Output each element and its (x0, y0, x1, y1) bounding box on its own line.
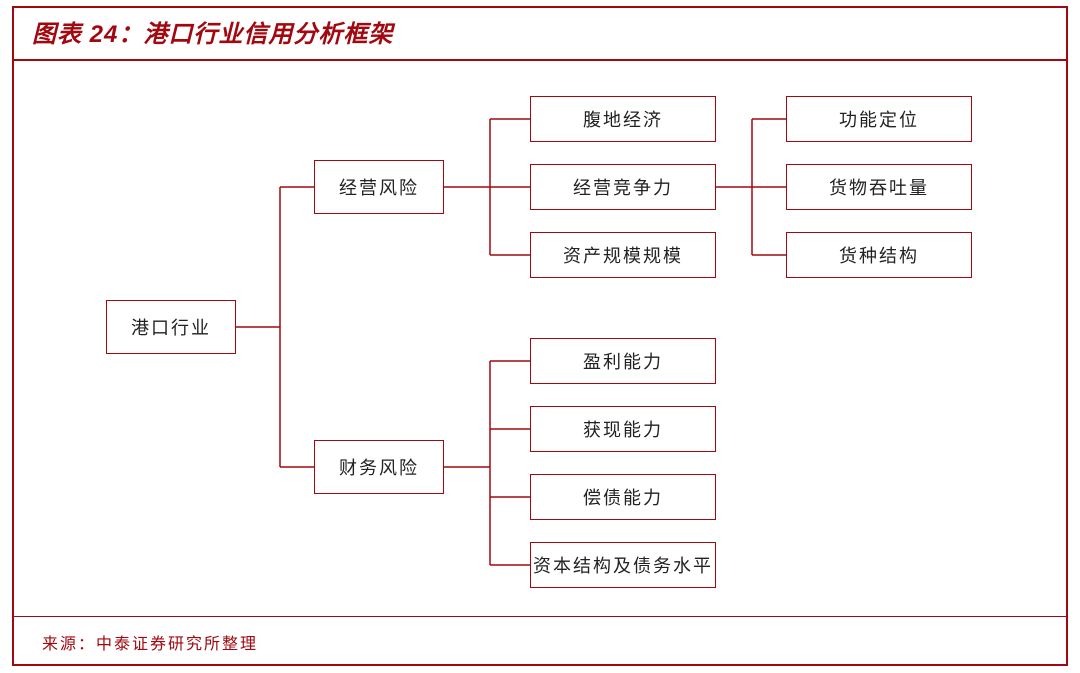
node-fin1: 盈利能力 (530, 338, 716, 384)
figure-title-bar: 图表 24：港口行业信用分析框架 (14, 8, 1066, 61)
node-r1: 功能定位 (786, 96, 972, 142)
node-fin: 财务风险 (314, 440, 444, 494)
node-r2: 货物吞吐量 (786, 164, 972, 210)
node-op2: 经营竞争力 (530, 164, 716, 210)
node-op1: 腹地经济 (530, 96, 716, 142)
source-label: 来源：中泰证券研究所整理 (42, 630, 258, 654)
node-fin2: 获现能力 (530, 406, 716, 452)
source-divider (14, 616, 1066, 617)
node-fin4: 资本结构及债务水平 (530, 542, 716, 588)
node-fin3: 偿债能力 (530, 474, 716, 520)
node-op: 经营风险 (314, 160, 444, 214)
node-r3: 货种结构 (786, 232, 972, 278)
node-root: 港口行业 (106, 300, 236, 354)
figure-title: 图表 24：港口行业信用分析框架 (32, 21, 393, 48)
node-op3: 资产规模规模 (530, 232, 716, 278)
